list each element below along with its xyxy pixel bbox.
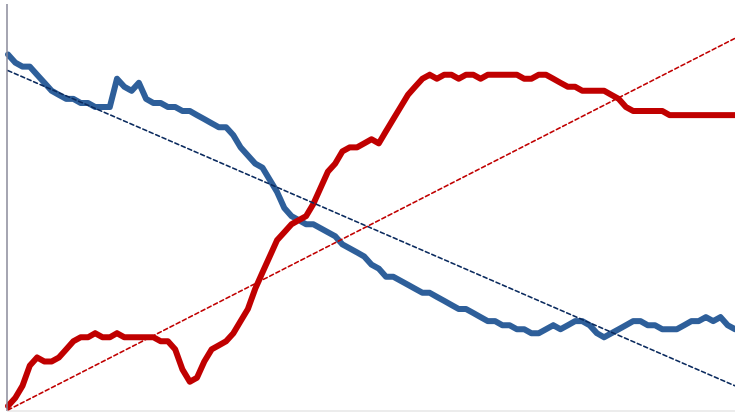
trend-line-2	[7, 37, 735, 411]
trend-line-1	[7, 69, 735, 387]
series-line-1	[5, 51, 735, 341]
series-line-2	[5, 71, 735, 409]
plot-area	[5, 37, 735, 411]
